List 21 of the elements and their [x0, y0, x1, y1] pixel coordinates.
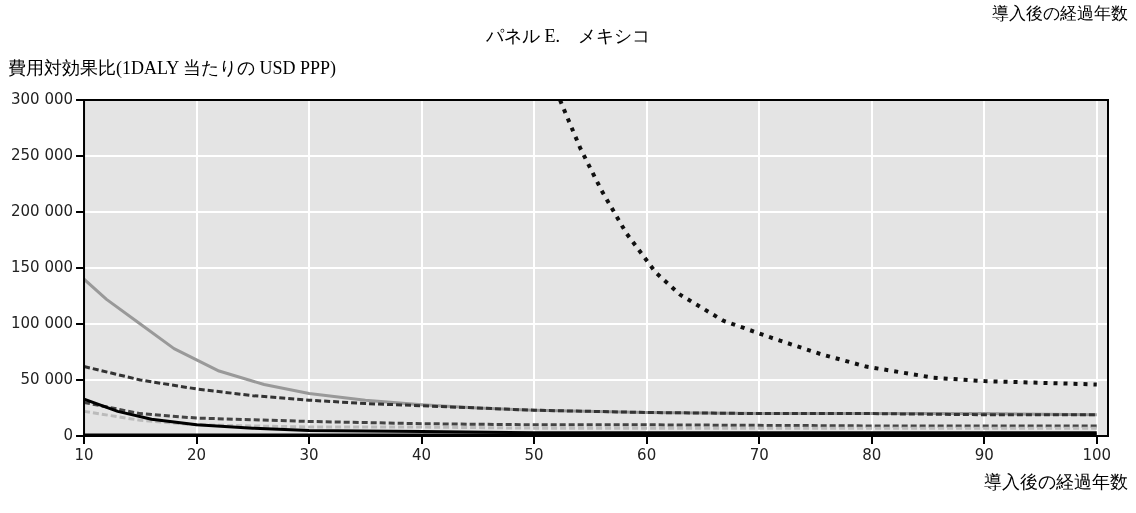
x-tick-label: 100 — [1082, 445, 1112, 464]
chart-title: パネル E. メキシコ — [485, 25, 651, 48]
y-tick-label: 150 000 — [11, 257, 74, 276]
x-tick-label: 30 — [299, 445, 319, 464]
x-tick-label: 20 — [187, 445, 207, 464]
x-tick-label: 70 — [749, 445, 769, 464]
y-tick-label: 50 000 — [20, 369, 74, 388]
x-tick-label: 10 — [74, 445, 94, 464]
x-tick-label: 40 — [412, 445, 432, 464]
y-tick-label: 200 000 — [11, 201, 74, 220]
x-tick-label: 80 — [862, 445, 882, 464]
text: 導入後の経過年数 — [992, 3, 1128, 25]
x-axis-title: 導入後の経過年数 — [984, 471, 1128, 494]
y-tick-label: 250 000 — [11, 145, 74, 164]
x-tick-label: 60 — [637, 445, 657, 464]
y-tick-label: 100 000 — [11, 313, 74, 332]
y-tick-label: 300 000 — [11, 89, 74, 108]
x-tick-label: 50 — [524, 445, 544, 464]
y-axis-title: 費用対効果比(1DALY 当たりの USD PPP) — [8, 57, 337, 80]
x-tick-label: 90 — [974, 445, 994, 464]
y-tick-label: 0 — [63, 425, 74, 444]
